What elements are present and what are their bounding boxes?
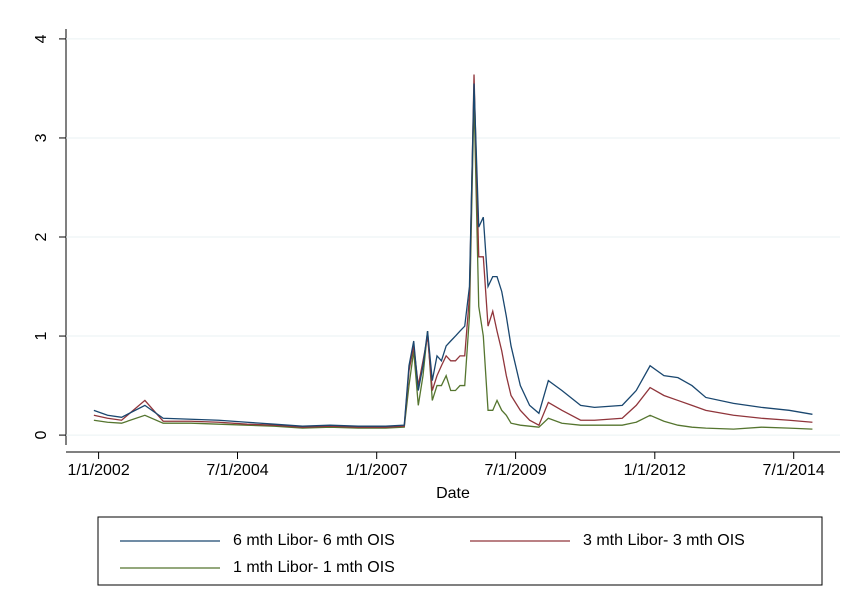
- series-line: [93, 74, 813, 428]
- x-tick-label: 7/1/2004: [206, 462, 268, 479]
- x-axis-label: Date: [436, 485, 470, 502]
- y-tick-label: 4: [33, 34, 50, 43]
- y-tick-label: 0: [33, 431, 50, 440]
- y-tick-label: 1: [33, 332, 50, 341]
- x-tick-label: 1/1/2012: [624, 462, 686, 479]
- legend-label: 3 mth Libor- 3 mth OIS: [583, 532, 745, 549]
- y-tick-label: 2: [33, 232, 50, 241]
- series-line: [93, 83, 813, 427]
- legend-label: 1 mth Libor- 1 mth OIS: [233, 559, 395, 576]
- x-tick-label: 1/1/2002: [67, 462, 129, 479]
- y-tick-label: 3: [33, 133, 50, 142]
- x-tick-label: 7/1/2009: [484, 462, 546, 479]
- x-tick-label: 1/1/2007: [346, 462, 408, 479]
- legend-label: 6 mth Libor- 6 mth OIS: [233, 532, 395, 549]
- x-tick-label: 7/1/2014: [763, 462, 825, 479]
- series-line: [93, 98, 813, 430]
- legend-box: [97, 516, 823, 586]
